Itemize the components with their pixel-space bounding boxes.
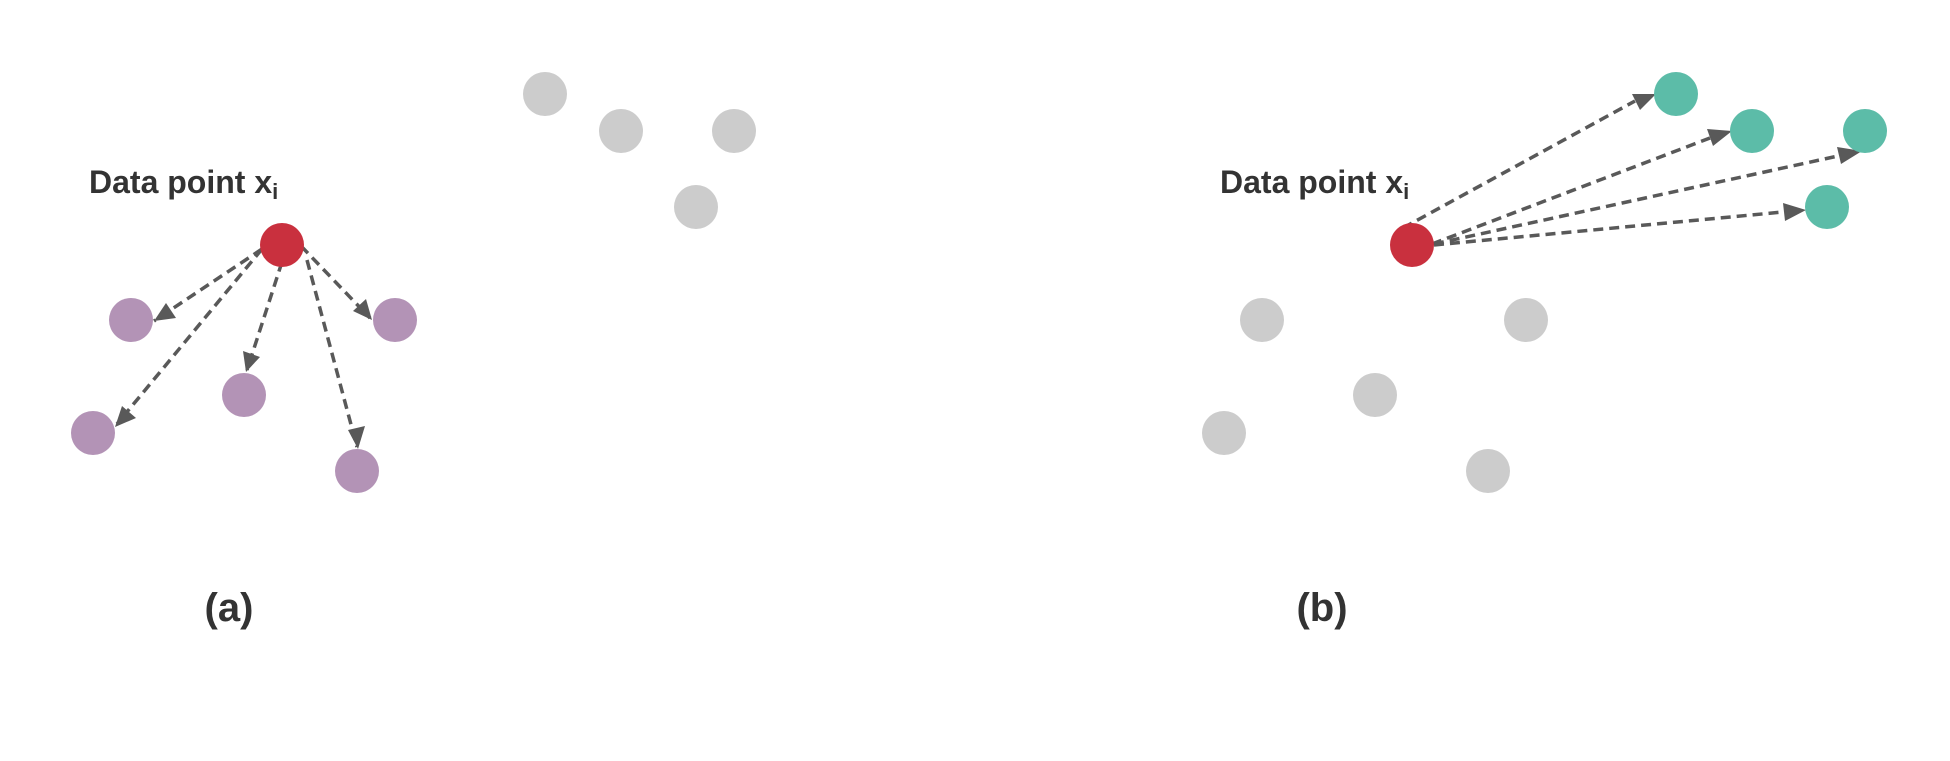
background-point-b-5 [1504, 298, 1548, 342]
arrow-a-1 [153, 247, 263, 323]
data-point-label-b-sub: i [1403, 179, 1409, 204]
arrowhead-b-2 [1707, 129, 1732, 146]
positive-point-a-2 [71, 411, 115, 455]
positive-point-a-3 [222, 373, 266, 417]
arrowhead-b-1 [1632, 94, 1656, 110]
panel-b-caption: (b) [1296, 586, 1347, 630]
anchor-point-a [260, 223, 304, 267]
panel-b: Data point xi (b) [1202, 72, 1887, 630]
arrow-b-1 [1402, 99, 1636, 230]
arrowhead-a-3 [243, 351, 260, 372]
data-point-label-b: Data point xi [1220, 164, 1409, 204]
arrowhead-a-5 [353, 299, 372, 320]
positive-point-a-1 [109, 298, 153, 342]
background-point-b-2 [1202, 411, 1246, 455]
arrow-a-3 [245, 261, 284, 371]
positive-point-b-4 [1805, 185, 1849, 229]
arrow-a-2 [115, 247, 264, 426]
arrowhead-a-2 [115, 406, 136, 427]
positive-point-b-2 [1730, 109, 1774, 153]
panel-a-arrows [115, 244, 372, 449]
arrow-a-4 [305, 259, 359, 448]
arrowhead-b-3 [1837, 147, 1862, 164]
background-point-a-3 [712, 109, 756, 153]
arrowhead-a-1 [154, 303, 176, 321]
data-point-label-a-main: Data point x [89, 164, 272, 200]
positive-point-a-4 [335, 449, 379, 493]
positive-point-b-1 [1654, 72, 1698, 116]
data-point-label-a: Data point xi [89, 164, 278, 204]
background-point-a-1 [523, 72, 567, 116]
arrow-b-2 [1431, 136, 1711, 246]
background-point-b-1 [1240, 298, 1284, 342]
background-point-b-4 [1466, 449, 1510, 493]
background-point-b-3 [1353, 373, 1397, 417]
background-point-a-4 [674, 185, 718, 229]
panel-a: Data point xi (a) [71, 72, 756, 630]
positive-point-b-3 [1843, 109, 1887, 153]
arrow-b-3 [1433, 154, 1839, 246]
positive-point-a-5 [373, 298, 417, 342]
data-point-label-a-sub: i [272, 179, 278, 204]
anchor-point-b [1390, 223, 1434, 267]
data-point-label-b-main: Data point x [1220, 164, 1403, 200]
arrow-b-4 [1433, 210, 1784, 247]
panel-a-caption: (a) [205, 586, 254, 630]
background-point-a-2 [599, 109, 643, 153]
arrowhead-a-4 [348, 426, 365, 449]
arrowhead-b-4 [1783, 203, 1806, 221]
panel-b-arrows [1402, 94, 1862, 247]
